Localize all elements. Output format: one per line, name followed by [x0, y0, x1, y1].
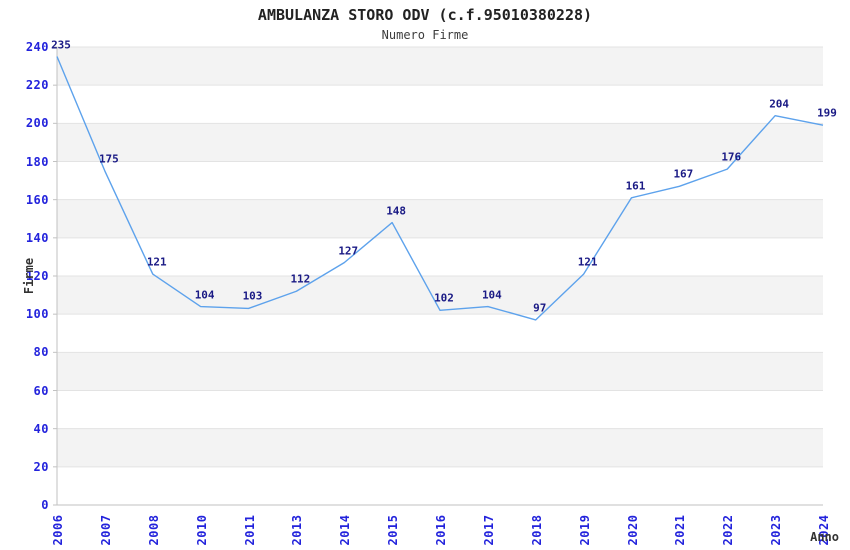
data-label: 167 [673, 167, 694, 181]
plot-band [57, 314, 823, 353]
y-tick-label: 100 [25, 307, 49, 322]
x-tick-label: 2017 [481, 514, 496, 546]
plot-band [57, 428, 823, 467]
x-tick-label: 2015 [386, 514, 401, 546]
data-label: 127 [338, 244, 359, 258]
x-axis-title: Anno [810, 530, 839, 544]
data-label: 104 [194, 288, 215, 302]
y-tick-label: 60 [33, 383, 49, 398]
plot-band [57, 161, 823, 200]
y-tick-label: 240 [25, 40, 49, 54]
data-label: 235 [51, 38, 71, 52]
plot-band [57, 352, 823, 391]
x-tick-label: 2022 [721, 514, 736, 546]
x-tick-label: 2007 [98, 514, 113, 546]
x-tick-label: 2013 [290, 514, 305, 546]
data-label: 97 [533, 301, 547, 315]
data-label: 199 [817, 106, 837, 120]
y-tick-label: 80 [33, 345, 49, 360]
y-axis-title: Firme [22, 257, 36, 295]
x-tick-label: 2011 [242, 514, 257, 546]
y-tick-label: 0 [41, 498, 49, 512]
data-label: 103 [242, 289, 263, 303]
chart-title: AMBULANZA STORO ODV (c.f.95010380228) [257, 6, 593, 24]
y-tick-label: 120 [25, 269, 49, 283]
x-tick-label: 2020 [625, 514, 640, 546]
data-label: 176 [721, 150, 742, 164]
plot-band [57, 85, 823, 124]
plot-band [57, 123, 823, 162]
x-tick-label: 2019 [577, 514, 592, 546]
y-tick-label: 140 [25, 230, 49, 245]
y-tick-label: 220 [25, 78, 49, 93]
data-label: 161 [625, 179, 646, 193]
x-tick-label: 2010 [194, 514, 209, 546]
data-label: 112 [290, 272, 311, 286]
plot-band [57, 237, 823, 276]
data-label: 121 [577, 255, 598, 269]
data-label: 102 [434, 291, 454, 305]
x-tick-label: 2016 [434, 514, 448, 546]
x-tick-label: 2021 [673, 514, 688, 546]
x-tick-label: 2008 [146, 514, 161, 546]
y-tick-label: 160 [25, 192, 49, 207]
data-label: 175 [98, 152, 119, 166]
plot-band [57, 390, 823, 429]
data-line [56, 56, 824, 321]
x-tick-label: 2018 [529, 514, 544, 546]
data-label: 104 [481, 288, 502, 302]
plot-band [57, 466, 823, 505]
data-label: 121 [146, 255, 167, 269]
plot-band [57, 199, 823, 238]
y-tick-label: 20 [33, 459, 49, 474]
chart-subtitle: Numero Firme [381, 28, 469, 42]
plot-band [57, 47, 823, 86]
data-label: 148 [386, 204, 407, 218]
data-label: 204 [769, 97, 790, 111]
x-tick-label: 2006 [51, 514, 65, 546]
y-tick-label: 180 [25, 154, 49, 169]
y-tick-label: 200 [25, 116, 49, 131]
y-tick-label: 40 [33, 421, 49, 436]
x-tick-label: 2023 [769, 514, 784, 546]
x-tick-label: 2014 [338, 514, 353, 546]
